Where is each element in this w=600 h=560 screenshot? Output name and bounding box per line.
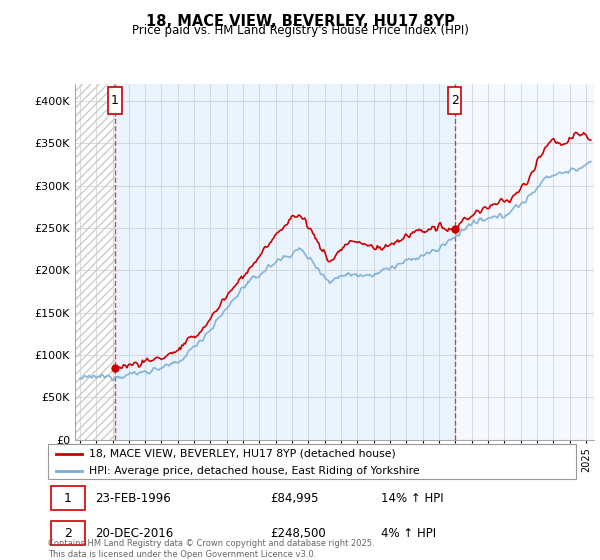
Text: 18, MACE VIEW, BEVERLEY, HU17 8YP (detached house): 18, MACE VIEW, BEVERLEY, HU17 8YP (detac…	[89, 449, 396, 459]
Bar	[115, 84, 455, 440]
Text: 1: 1	[111, 94, 119, 107]
Text: 4% ↑ HPI: 4% ↑ HPI	[380, 526, 436, 539]
Bar	[50, 486, 85, 510]
Text: 20-DEC-2016: 20-DEC-2016	[95, 526, 174, 539]
Bar	[455, 84, 594, 440]
Text: 14% ↑ HPI: 14% ↑ HPI	[380, 492, 443, 505]
Bar	[75, 84, 115, 440]
Bar	[50, 521, 85, 545]
Text: £248,500: £248,500	[270, 526, 326, 539]
Text: 1: 1	[64, 492, 72, 505]
Text: HPI: Average price, detached house, East Riding of Yorkshire: HPI: Average price, detached house, East…	[89, 466, 420, 476]
Text: 2: 2	[64, 526, 72, 539]
Text: 23-FEB-1996: 23-FEB-1996	[95, 492, 171, 505]
Text: 18, MACE VIEW, BEVERLEY, HU17 8YP: 18, MACE VIEW, BEVERLEY, HU17 8YP	[146, 14, 454, 29]
Text: 2: 2	[451, 94, 459, 107]
Text: Contains HM Land Registry data © Crown copyright and database right 2025.
This d: Contains HM Land Registry data © Crown c…	[48, 539, 374, 559]
Text: Price paid vs. HM Land Registry's House Price Index (HPI): Price paid vs. HM Land Registry's House …	[131, 24, 469, 37]
FancyBboxPatch shape	[109, 87, 122, 114]
FancyBboxPatch shape	[448, 87, 461, 114]
Text: £84,995: £84,995	[270, 492, 318, 505]
